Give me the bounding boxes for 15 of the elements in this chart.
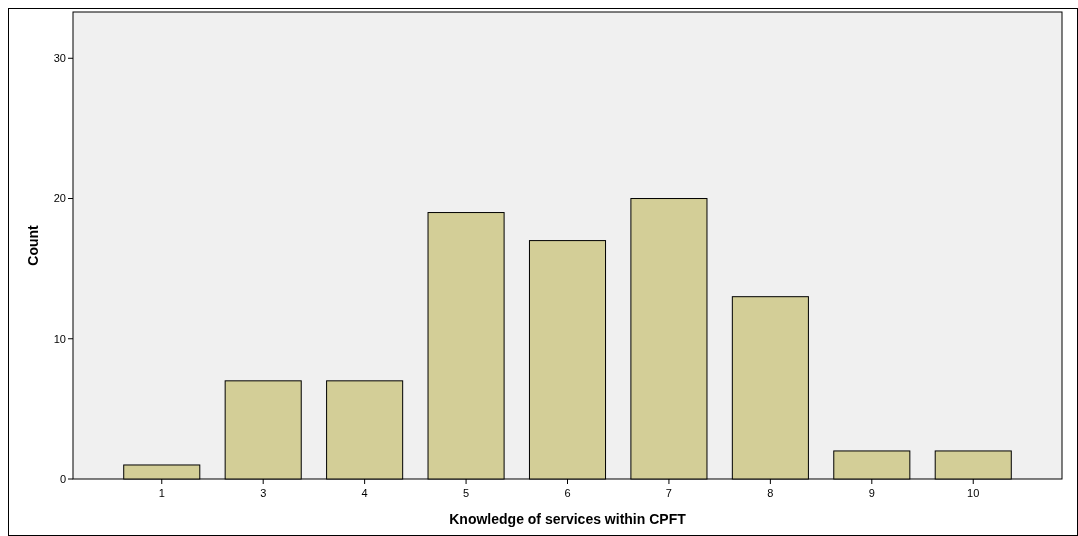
x-tick-label: 6 bbox=[564, 487, 571, 499]
y-tick-label: 30 bbox=[53, 52, 66, 65]
x-tick-label: 5 bbox=[463, 487, 470, 499]
x-tick-label: 1 bbox=[158, 487, 165, 499]
y-tick-label: 0 bbox=[59, 472, 66, 485]
x-axis-title: Knowledge of services within CPFT bbox=[449, 511, 687, 527]
x-tick-label: 7 bbox=[665, 487, 672, 499]
y-tick-label: 20 bbox=[53, 192, 66, 205]
x-tick-label: 10 bbox=[967, 487, 980, 499]
x-tick-label: 4 bbox=[361, 487, 368, 499]
x-tick-label: 9 bbox=[868, 487, 875, 499]
y-tick-label: 10 bbox=[53, 332, 66, 345]
y-axis-title: Count bbox=[25, 224, 41, 266]
x-tick-label: 8 bbox=[767, 487, 774, 499]
x-tick-label: 3 bbox=[260, 487, 267, 499]
